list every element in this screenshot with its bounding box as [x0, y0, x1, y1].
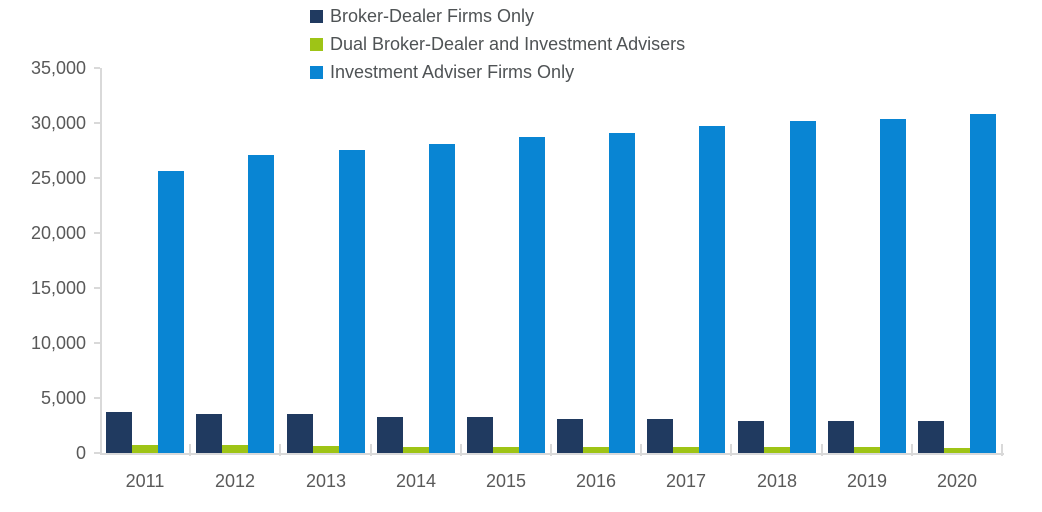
y-axis-label: 30,000	[30, 113, 86, 133]
y-axis-label: 15,000	[30, 278, 86, 298]
legend-label: Investment Adviser Firms Only	[330, 61, 575, 82]
y-axis-tick	[94, 177, 100, 179]
x-axis-label: 2012	[214, 471, 256, 491]
x-axis-label: 2015	[485, 471, 527, 491]
y-axis-label: 10,000	[30, 333, 86, 353]
x-axis-label: 2011	[125, 471, 165, 491]
y-axis-tick	[94, 452, 100, 454]
legend-item-0: Broker-Dealer Firms Only	[310, 2, 685, 30]
legend-item-2: Investment Adviser Firms Only	[310, 58, 685, 86]
bar-2013-series-1	[313, 446, 339, 453]
bar-2013-series-2	[339, 150, 365, 453]
x-axis-tick	[279, 444, 282, 456]
bar-2014-series-0	[377, 417, 403, 453]
y-axis-tick	[94, 232, 100, 234]
bar-2019-series-2	[880, 119, 906, 453]
bar-2019-series-1	[854, 447, 880, 453]
bar-2015-series-1	[493, 447, 519, 453]
x-axis-label: 2013	[305, 471, 347, 491]
bar-2017-series-1	[673, 447, 699, 453]
bar-2018-series-1	[764, 447, 790, 453]
bar-2016-series-2	[609, 133, 635, 453]
x-axis-tick	[189, 444, 192, 456]
bar-2012-series-0	[196, 414, 222, 453]
y-axis-label: 35,000	[30, 58, 86, 78]
bar-2020-series-0	[918, 421, 944, 453]
bar-2014-series-2	[429, 144, 455, 453]
y-axis-tick	[94, 67, 100, 69]
legend-swatch-icon	[310, 37, 323, 51]
x-axis-tick	[820, 444, 823, 456]
y-axis-tick	[94, 342, 100, 344]
x-axis-tick	[640, 444, 643, 456]
bar-2017-series-0	[647, 419, 673, 453]
x-axis-tick	[910, 444, 913, 456]
legend-label: Dual Broker-Dealer and Investment Advise…	[330, 33, 686, 54]
legend-item-1: Dual Broker-Dealer and Investment Advise…	[310, 30, 685, 58]
y-axis-label: 20,000	[30, 223, 86, 243]
chart-legend: Broker-Dealer Firms Only Dual Broker-Deal…	[310, 2, 685, 86]
x-axis-tick	[550, 444, 552, 456]
x-axis-tick	[459, 444, 462, 456]
x-axis-line	[100, 453, 1004, 455]
bar-2020-series-1	[944, 448, 970, 453]
bar-2016-series-1	[583, 447, 609, 453]
bar-2016-series-0	[557, 419, 583, 453]
y-axis-line	[100, 68, 102, 455]
x-axis-label: 2014	[395, 471, 437, 491]
bar-2011-series-2	[158, 171, 184, 453]
x-axis-label: 2018	[756, 471, 798, 491]
y-axis-label: 25,000	[30, 168, 86, 188]
x-axis-label: 2019	[846, 471, 888, 491]
y-axis-tick	[94, 397, 100, 399]
bar-2012-series-1	[222, 445, 248, 453]
bar-2018-series-2	[790, 121, 816, 453]
bar-2020-series-2	[970, 114, 996, 453]
x-axis-tick	[1001, 444, 1003, 456]
bar-2015-series-2	[519, 137, 545, 453]
legend-swatch-icon	[310, 9, 323, 23]
x-axis-label: 2020	[936, 471, 978, 491]
y-axis-label: 5,000	[40, 388, 86, 408]
bar-2014-series-1	[403, 447, 429, 453]
x-axis-tick	[369, 444, 372, 456]
y-axis-label: 0	[75, 443, 86, 463]
bar-2013-series-0	[287, 414, 313, 453]
x-axis-label: 2017	[665, 471, 707, 491]
bar-2011-series-1	[132, 445, 158, 453]
bar-2019-series-0	[828, 421, 854, 453]
legend-label: Broker-Dealer Firms Only	[330, 5, 535, 26]
bar-2015-series-0	[467, 417, 493, 453]
y-axis-tick	[94, 287, 100, 289]
bar-2012-series-2	[248, 155, 274, 453]
x-axis-tick	[730, 444, 733, 456]
bar-2011-series-0	[106, 412, 132, 453]
y-axis-tick	[94, 122, 100, 124]
bar-2017-series-2	[699, 126, 725, 453]
x-axis-label: 2016	[575, 471, 617, 491]
legend-swatch-icon	[310, 65, 323, 79]
bar-2018-series-0	[738, 421, 764, 453]
